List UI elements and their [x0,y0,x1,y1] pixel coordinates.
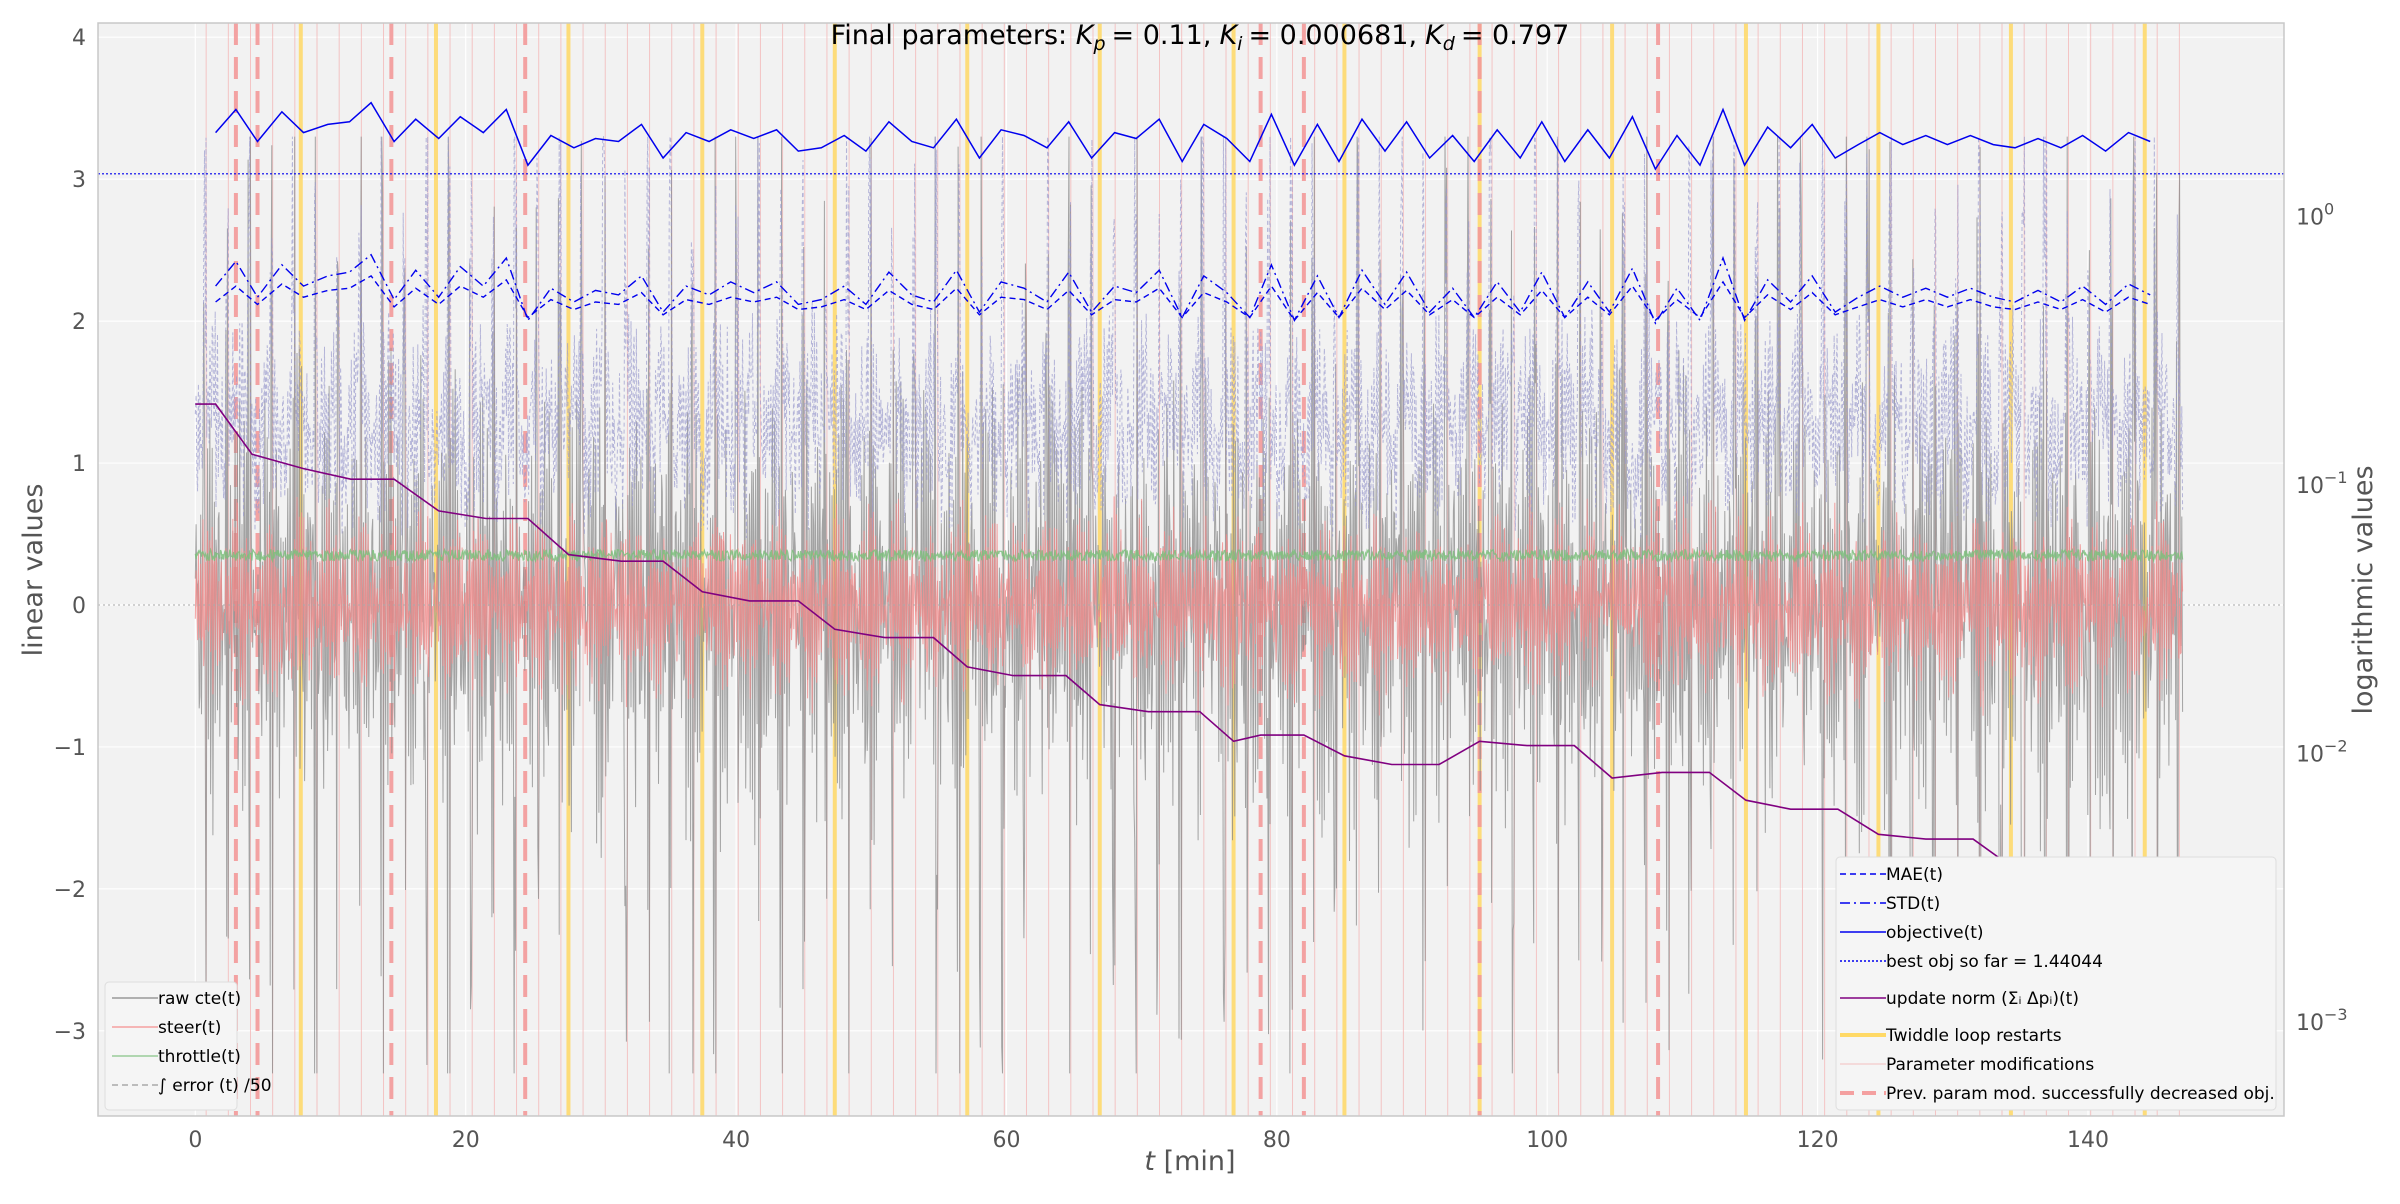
legend-label: throttle(t) [158,1047,241,1067]
y-right-tick-label: 10−3 [2296,1005,2348,1036]
y-left-tick-label: 1 [72,452,86,477]
y-right-tick-label: 10−2 [2296,736,2348,767]
steer-line [194,493,2184,716]
x-tick-label: 100 [1526,1128,1568,1153]
x-tick-label: 140 [2067,1128,2109,1153]
update-norm-line [195,403,2146,912]
axis-ticks: 0 20 40 60 80 100 120 140 −3 −2 −1 0 1 2 3 4 100 10−1 10−2… [54,26,2348,1153]
legend-label: steer(t) [158,1018,221,1038]
x-tick-label: 120 [1797,1128,1839,1153]
signal-traces [194,136,2184,1074]
y-axis-right-label: logarithmic values [2348,465,2379,714]
chart-title: Final parameters: Kp = 0.11, Ki = 0.000681,… [831,20,1570,55]
y-left-tick-label: 0 [72,594,86,619]
objective-line [215,101,2151,171]
x-tick-label: 40 [722,1128,750,1153]
reference-lines [98,173,2284,606]
integral-error-line [194,136,2184,539]
x-tick-label: 0 [188,1128,202,1153]
legend-label: STD(t) [1886,894,1940,914]
x-tick-label: 20 [452,1128,480,1153]
y-left-tick-label: 3 [72,168,86,193]
x-tick-label: 80 [1263,1128,1291,1153]
throttle-line [194,547,2184,564]
y-left-tick-label: −3 [54,1020,86,1045]
x-tick-label: 60 [992,1128,1020,1153]
legend-label: Parameter modifications [1886,1055,2094,1075]
y-left-tick-label: −1 [54,736,86,761]
legend-label: objective(t) [1886,923,1984,943]
mae-line [215,274,2151,322]
legend-optimization: MAE(t) STD(t) objective(t) best obj so far … [1835,856,2277,1111]
log-series [195,101,2151,912]
legend-label: ∫ error (t) /50 [158,1076,272,1096]
y-left-tick-label: 4 [72,26,86,51]
legend-label: best obj so far = 1.44044 [1886,952,2103,972]
plot-frame [97,22,2285,1117]
legend-label: Twiddle loop restarts [1885,1026,2062,1046]
y-axis-left-label: linear values [18,484,49,657]
legend-label: MAE(t) [1886,865,1943,885]
legend-label: Prev. param mod. successfully decreased … [1886,1084,2275,1104]
y-right-tick-label: 10−1 [2296,468,2348,499]
legend-box [1835,856,2277,1111]
y-left-tick-label: 2 [72,310,86,335]
legend-signals: raw cte(t) steer(t) throttle(t) ∫ error (t)… [104,981,272,1111]
legend-box [104,981,238,1111]
std-line [215,253,2151,325]
legend-label: update norm (Σᵢ Δpᵢ)(t) [1886,989,2079,1009]
y-left-tick-label: −2 [54,878,86,903]
y-right-tick-label: 100 [2296,199,2334,230]
legend-label: raw cte(t) [158,989,241,1009]
x-axis-label: t [min] [1144,1146,1235,1177]
